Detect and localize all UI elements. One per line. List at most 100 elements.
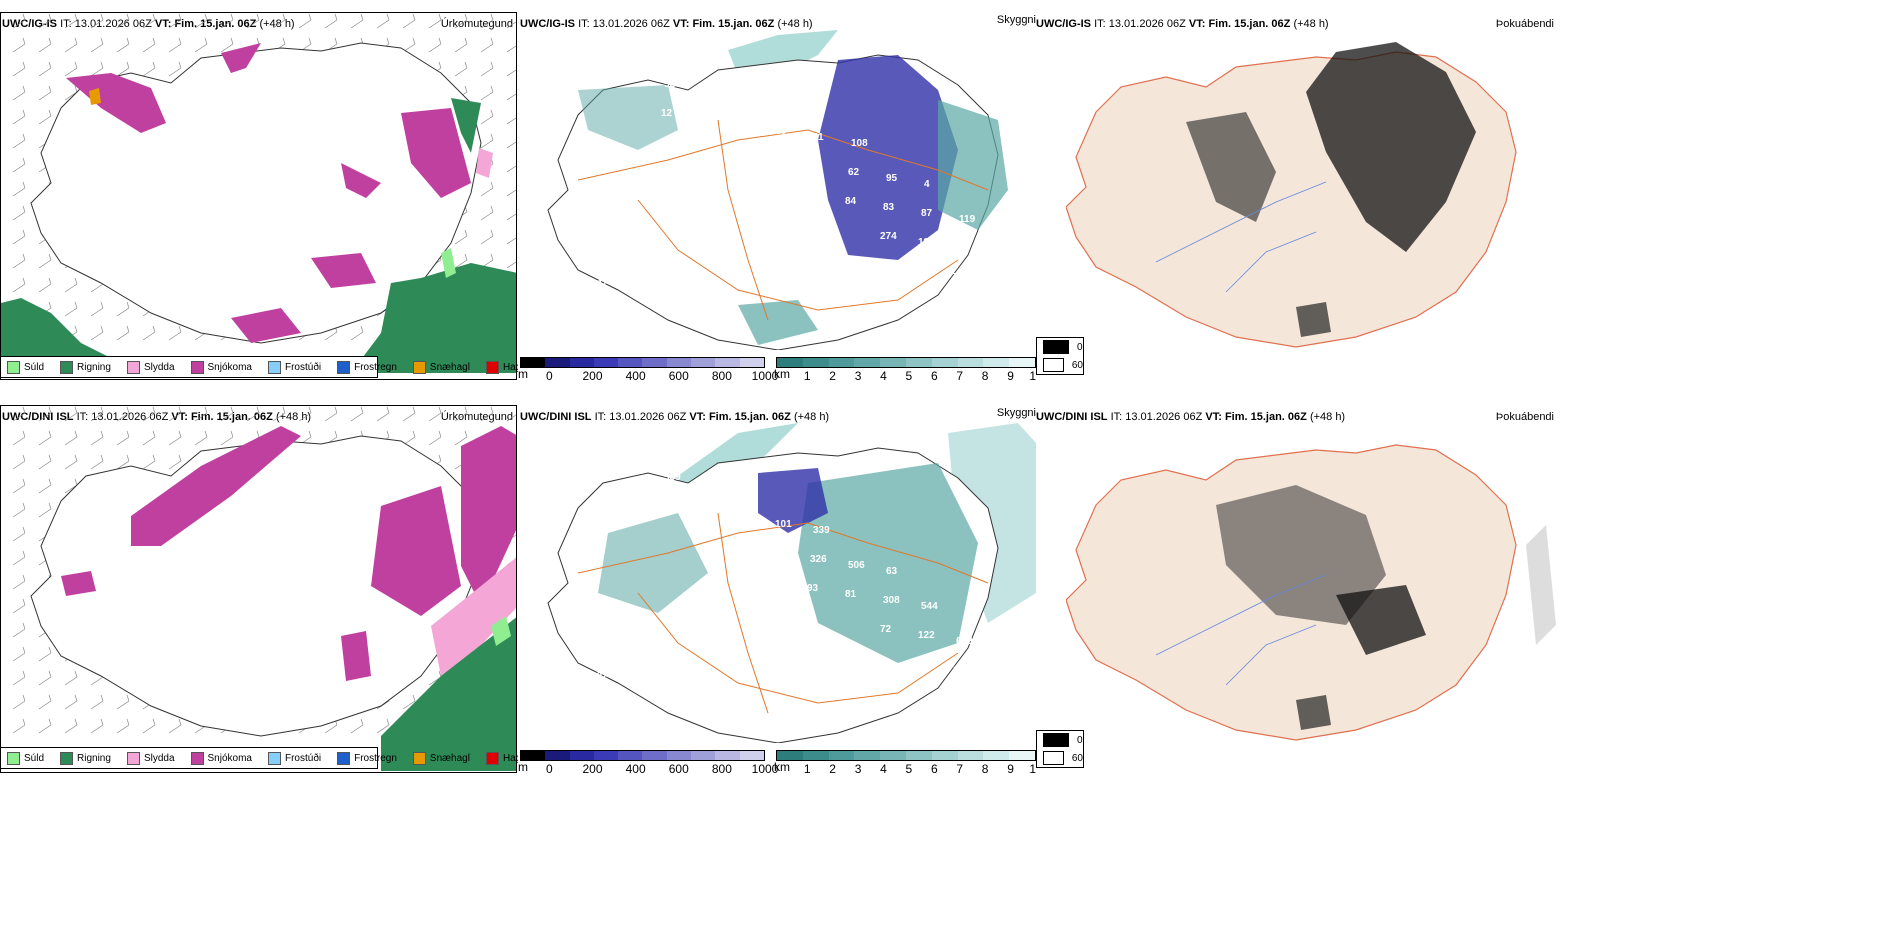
vis-area-east xyxy=(938,100,1008,230)
wind-barb xyxy=(12,718,26,734)
river xyxy=(1155,574,1327,656)
panel-variable: Þokuábendi xyxy=(1495,411,1554,423)
legend-item: Haglél xyxy=(485,751,531,765)
colorbar-tick-label: 200 xyxy=(582,762,603,776)
wind-barb xyxy=(116,61,130,77)
snow-area-ne xyxy=(371,486,461,616)
cloud-panel-ig: UWC/IG-IS IT: 13.01.2026 06Z VT: Fim. 15… xyxy=(518,12,1043,383)
fog-band-east xyxy=(1526,525,1556,645)
wind-barb xyxy=(454,13,468,29)
wind-barb xyxy=(298,406,312,422)
wind-barb xyxy=(402,13,416,29)
wind-barb xyxy=(90,325,104,341)
sleet-band xyxy=(431,557,516,676)
colorbar-tick-label: 1 xyxy=(803,762,811,776)
wind-barb xyxy=(168,325,182,341)
legend-item: Frostúði xyxy=(267,751,321,765)
visibility-colorbar: 12345678910 km xyxy=(774,357,1043,383)
wind-barb xyxy=(64,13,78,29)
legend-item: Frostúði xyxy=(267,360,321,374)
wind-barb xyxy=(90,454,104,470)
cloud-base-label: 274 xyxy=(880,231,897,242)
fog-key-swatch xyxy=(1043,358,1064,372)
legend-swatch xyxy=(126,751,140,765)
wind-barb xyxy=(12,13,26,29)
wind-barb xyxy=(12,205,26,221)
wind-barb xyxy=(506,261,516,269)
wind-barb xyxy=(480,133,494,149)
wind-barb xyxy=(38,694,52,710)
rain-area-se xyxy=(351,263,516,373)
colorbar-tick-label: 3 xyxy=(854,369,862,383)
wind-barb xyxy=(12,694,26,710)
wind-barb xyxy=(168,37,182,53)
colorbar-tick-label: 200 xyxy=(582,369,603,383)
colorbar-cell xyxy=(521,358,546,367)
legend-label: Snjókoma xyxy=(207,752,252,764)
legend-item: Súld xyxy=(7,360,44,374)
legend-label: Haglél xyxy=(503,753,531,764)
wind-barb xyxy=(116,37,130,53)
precip-panel-ig: UWC/IG-IS IT: 13.01.2026 06Z VT: Fim. 15… xyxy=(0,12,531,380)
road xyxy=(717,119,769,321)
legend-swatch xyxy=(267,360,281,374)
wind-barb xyxy=(506,237,516,245)
wind-barb xyxy=(90,694,104,710)
legend-item: Frostregn xyxy=(337,360,397,374)
cloud-base-label: 199 xyxy=(702,478,719,489)
colorbar-tick-label: 1000 xyxy=(751,369,779,383)
colorbar-tick-label: 4 xyxy=(880,762,887,776)
cloud-base-label: 506 xyxy=(848,560,865,571)
drizzle-area xyxy=(441,248,456,278)
wind-barb xyxy=(12,277,26,293)
colorbar-cell xyxy=(739,358,764,367)
wind-barb xyxy=(194,430,208,446)
snow-area-4 xyxy=(341,163,381,198)
legend-label: Frostregn xyxy=(354,361,397,373)
legend-item: Súld xyxy=(7,751,44,765)
wind-barb xyxy=(12,229,26,245)
snow-area-1 xyxy=(221,43,261,73)
wind-barb xyxy=(38,253,52,269)
legend-item: Snjókoma xyxy=(190,751,252,765)
wind-barb xyxy=(506,189,516,197)
wind-barb xyxy=(168,454,182,470)
cloud-base-label: 12 xyxy=(661,108,673,119)
wind-barb xyxy=(506,213,516,221)
colorbar-cells xyxy=(776,357,1036,368)
cloud-base-label: 95 xyxy=(886,173,898,184)
colorbar-tick-label: 7 xyxy=(956,369,964,383)
wind-barb xyxy=(12,646,26,662)
wind-barb xyxy=(38,478,52,494)
colorbar-tick-label: 5 xyxy=(905,762,913,776)
wind-barb xyxy=(116,301,130,317)
colorbar-cell xyxy=(957,358,984,367)
precip-legend: Súld Rigning Slydda Snjókoma Frostúði Fr… xyxy=(0,747,531,769)
cloud-base-label: 43 xyxy=(594,249,606,260)
wind-barb xyxy=(142,61,156,77)
wind-barb xyxy=(12,253,26,269)
wind-barb xyxy=(506,93,516,101)
colorbar-cell xyxy=(957,751,984,760)
fog-key-label: 0 xyxy=(1077,341,1083,353)
cloud-base-label: 81 xyxy=(845,589,857,600)
panel-variable: Skyggni xyxy=(996,407,1036,419)
wind-barb xyxy=(90,718,104,734)
wind-barb xyxy=(116,694,130,710)
wind-barb xyxy=(90,13,104,29)
colorbar-tick-label: 600 xyxy=(668,369,689,383)
wind-barb xyxy=(12,37,26,53)
wind-barb xyxy=(116,430,130,446)
fog-key: 0 60 xyxy=(1036,337,1084,375)
wind-barb xyxy=(168,406,182,422)
wind-barb xyxy=(480,109,494,125)
wind-barb xyxy=(168,61,182,77)
low-cloud-area xyxy=(818,55,958,260)
legend-label: Snjókoma xyxy=(207,361,252,373)
legend-item: Slydda xyxy=(126,360,175,374)
colorbar-cell xyxy=(593,751,619,760)
cloud-map-svg: 145 12 98 63 274 75 92 74 65 84 192 347 52 45 59 83 64 17… xyxy=(547,30,1008,350)
snow-area-s xyxy=(341,631,371,681)
wind-barb xyxy=(12,622,26,638)
colorbar-tick-label: 5 xyxy=(905,369,913,383)
